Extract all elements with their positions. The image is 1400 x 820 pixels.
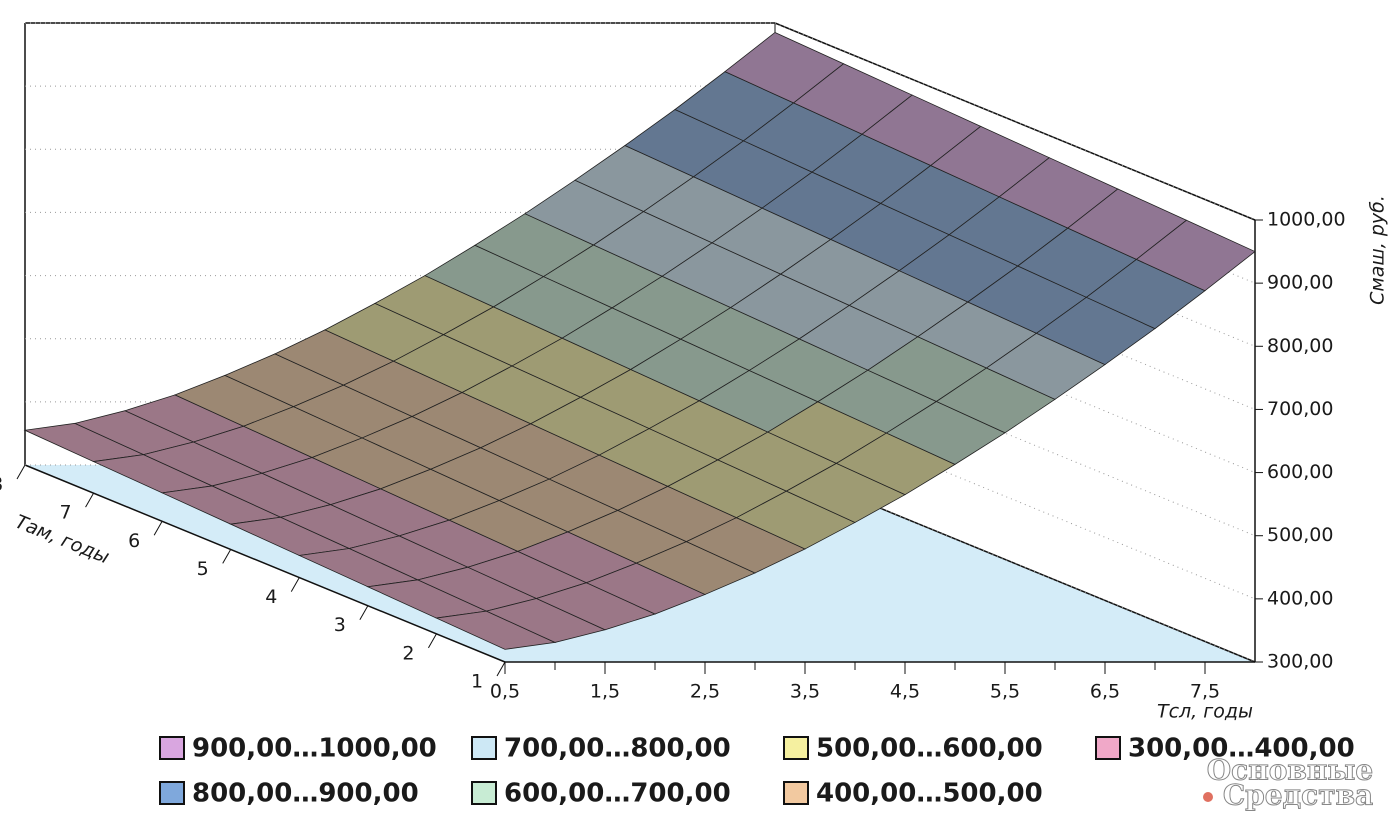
watermark: Основные: [1207, 754, 1373, 787]
tick-mark: [496, 661, 506, 677]
legend-label: 500,00…600,00: [816, 734, 1043, 764]
x-tick-label: 3,5: [790, 681, 820, 703]
legend-label: 700,00…800,00: [504, 734, 731, 764]
grid-line: [25, 22, 1256, 221]
legend-swatch: [471, 736, 497, 760]
legend-swatch: [471, 781, 497, 805]
y-tick-label: 5: [197, 558, 209, 580]
legend-swatch: [159, 781, 185, 805]
y-tick-label: 3: [334, 614, 346, 636]
z-tick-label: 1000,00: [1267, 209, 1346, 231]
y-tick-label: 7: [60, 502, 72, 524]
tick-mark: [85, 492, 95, 508]
tick-mark: [290, 577, 300, 592]
z-tick-label: 300,00: [1267, 651, 1333, 673]
x-tick-label: 7,5: [1190, 681, 1220, 703]
x-tick-label: 5,5: [990, 681, 1020, 703]
surface-cell: [1135, 219, 1256, 292]
surface: [23, 32, 1256, 650]
legend-label: 800,00…900,00: [192, 779, 419, 809]
legend-swatch: [783, 736, 809, 760]
tick-mark: [427, 633, 437, 649]
z-tick-label: 800,00: [1267, 335, 1333, 357]
legend-label: 400,00…500,00: [816, 779, 1043, 809]
z-tick-label: 400,00: [1267, 587, 1333, 609]
y-tick-label: 8: [0, 474, 3, 496]
tick-mark: [153, 521, 163, 536]
tick-mark: [222, 549, 232, 564]
x-tick-label: 1,5: [590, 681, 620, 703]
legend-swatch: [783, 781, 809, 805]
tick-mark: [16, 464, 26, 480]
x-tick-label: 6,5: [1090, 681, 1120, 703]
tick-mark: [359, 605, 369, 620]
z-axis-title: Cмаш, руб.: [1367, 195, 1389, 305]
z-tick-label: 500,00: [1267, 524, 1333, 546]
z-tick-label: 600,00: [1267, 461, 1333, 483]
box-edge: [24, 464, 506, 663]
y-tick-label: 6: [128, 530, 140, 552]
y-tick-label: 4: [265, 586, 277, 608]
legend-swatch: [159, 736, 185, 760]
legend-label: 900,00…1000,00: [192, 734, 437, 764]
x-axis-title: Tсл, годы: [1157, 701, 1253, 723]
x-tick-label: 0,5: [490, 681, 520, 703]
legend-label: 600,00…700,00: [504, 779, 731, 809]
watermark: Средства: [1223, 779, 1373, 812]
x-tick-label: 4,5: [890, 681, 920, 703]
z-tick-label: 700,00: [1267, 398, 1333, 420]
y-tick-label: 1: [471, 671, 483, 693]
z-tick-label: 900,00: [1267, 272, 1333, 294]
legend-swatch: [1095, 736, 1121, 760]
box-edge: [774, 22, 1256, 221]
legend-label: 300,00…400,00: [1128, 734, 1355, 764]
y-tick-label: 2: [402, 642, 414, 664]
watermark-dot: [1203, 792, 1213, 802]
x-tick-label: 2,5: [690, 681, 720, 703]
